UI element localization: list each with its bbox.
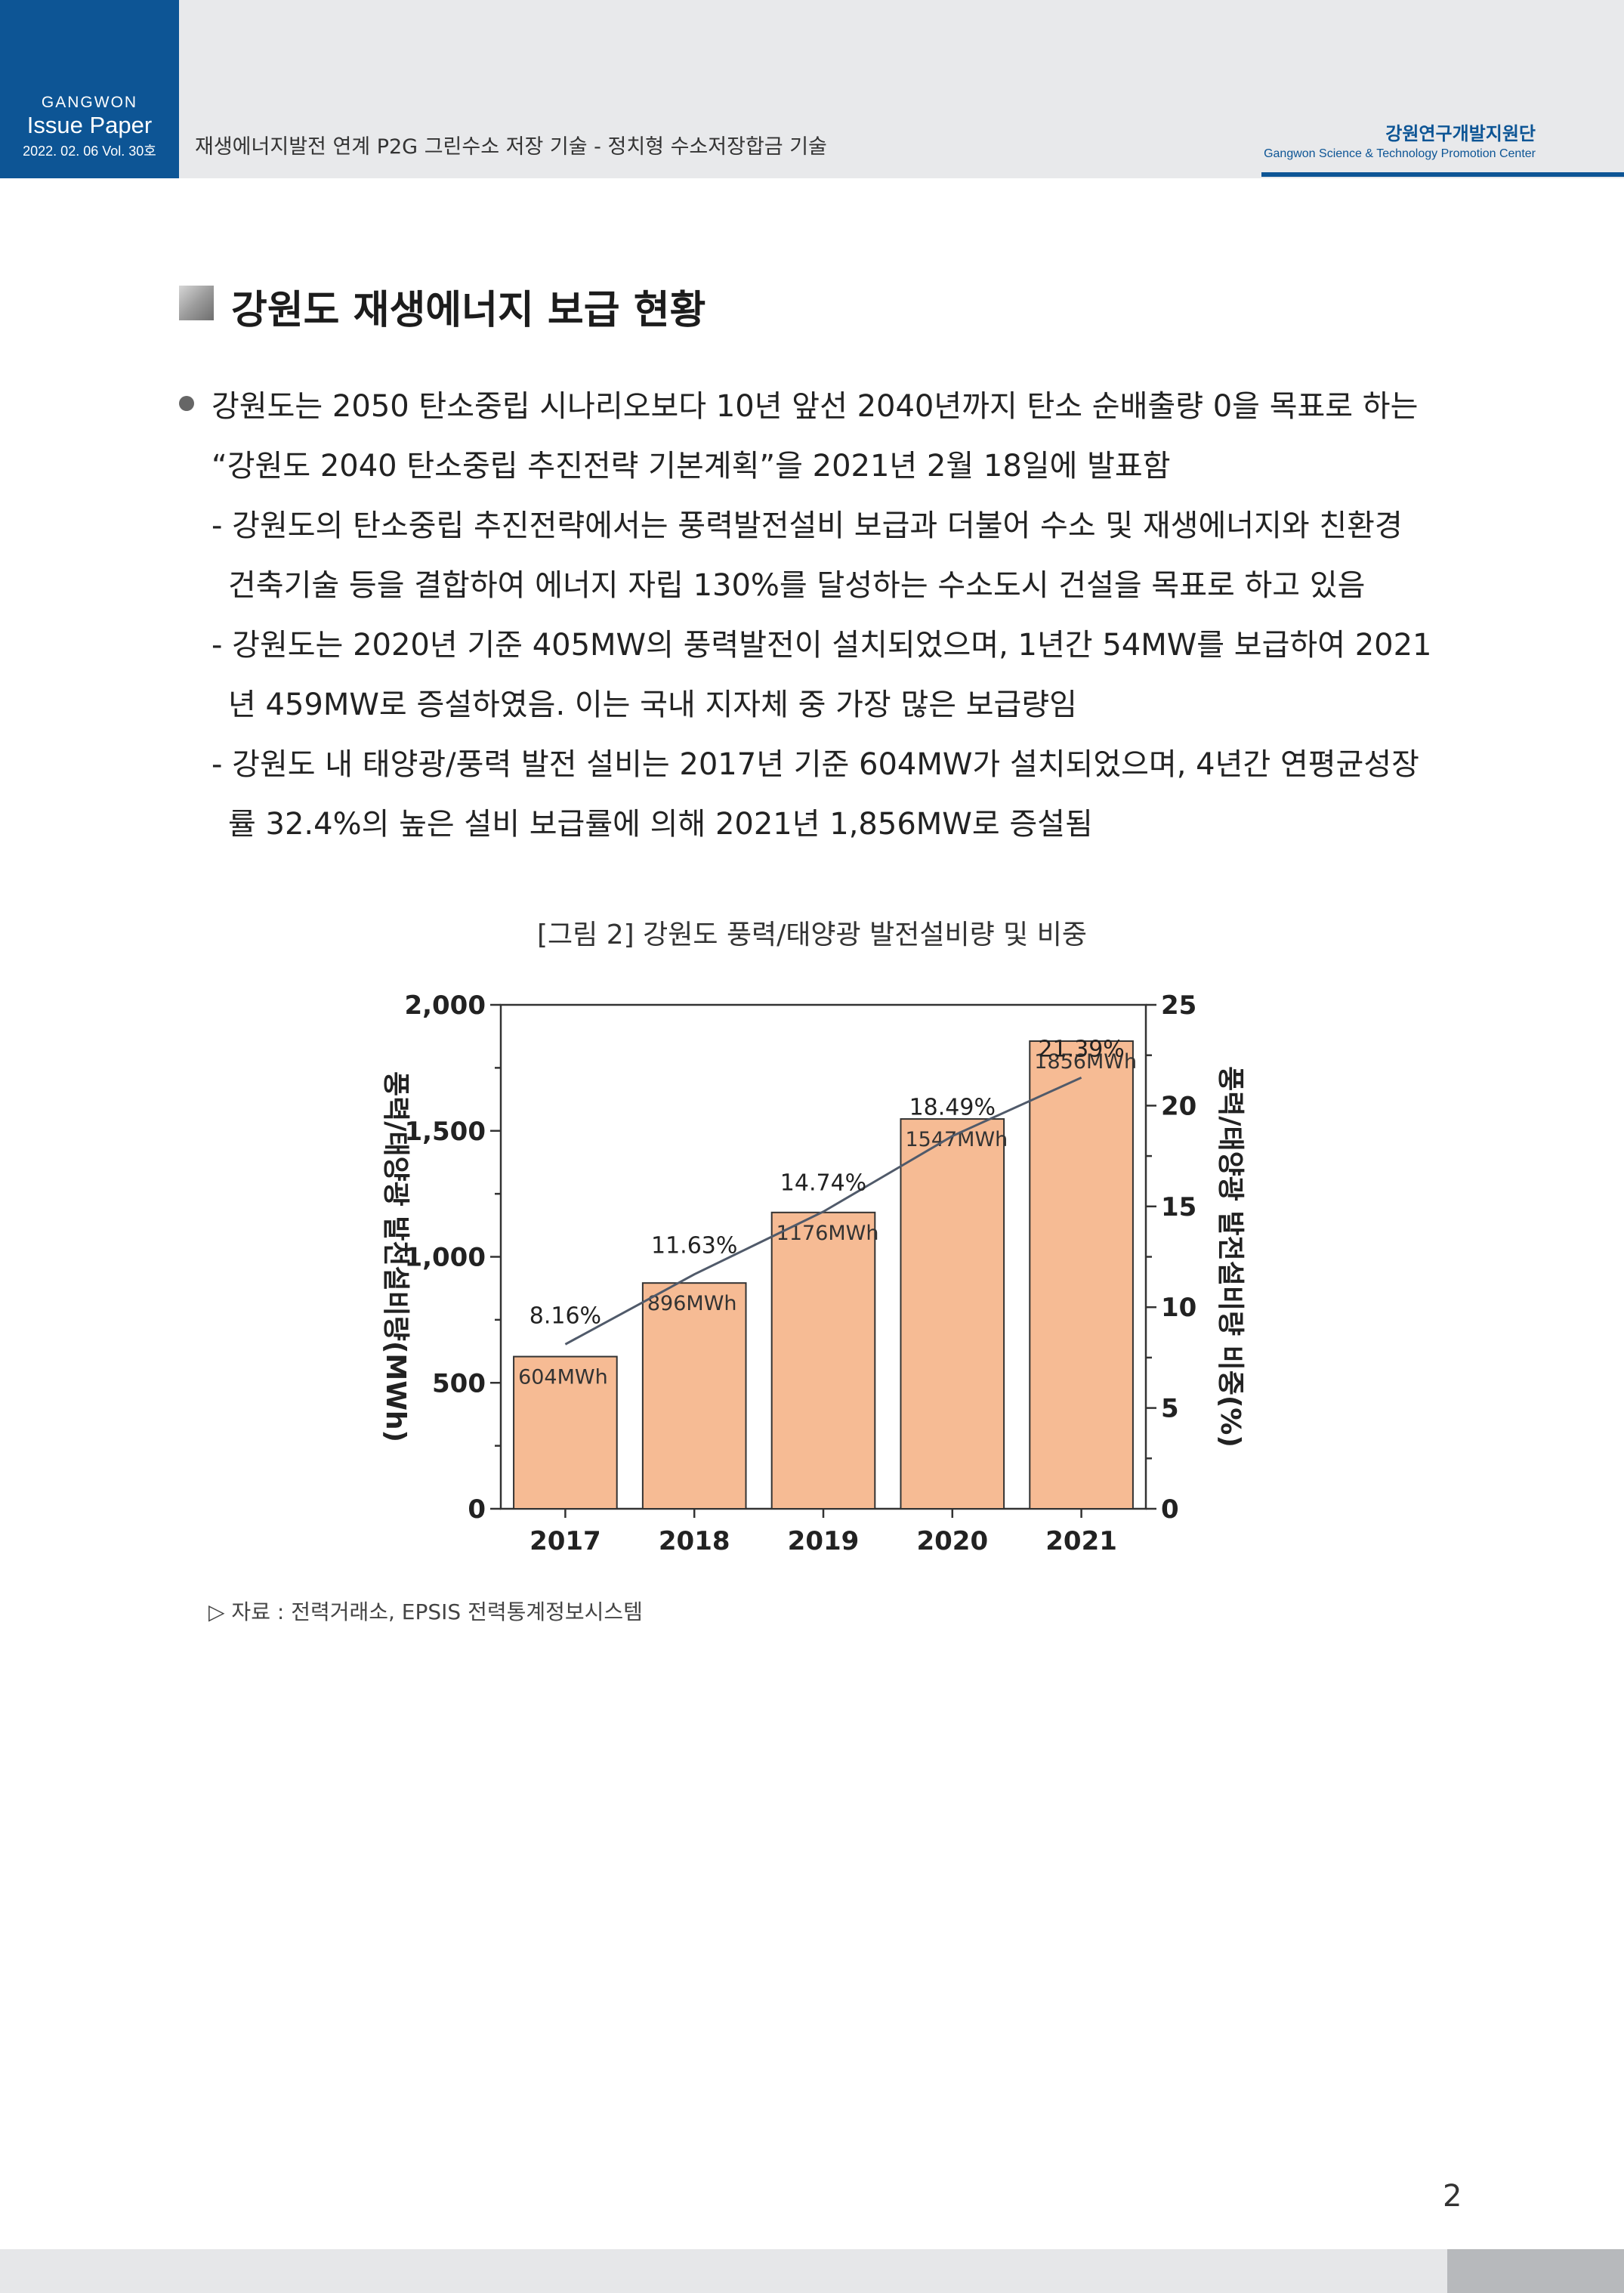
brand-logo: GANGWON Issue Paper 2022. 02. 06 Vol. 30… <box>0 0 179 178</box>
issue-date: 2022. 02. 06 Vol. 30호 <box>23 144 156 159</box>
bullet-text-line-1: 강원도는 2050 탄소중립 시나리오보다 10년 앞선 2040년까지 탄소 … <box>211 389 1419 424</box>
bar <box>900 1118 1005 1510</box>
figure-caption: [그림 2] 강원도 풍력/태양광 발전설비량 및 비중 <box>537 919 1087 950</box>
chart-svg: 0 500 1,000 1,500 2,000 0 5 10 15 20 25 604MWh 2017 8… <box>380 990 1246 1556</box>
y2-tick-label: 0 <box>1161 1494 1179 1525</box>
document-title: 재생에너지발전 연계 P2G 그린수소 저장 기술 - 정치형 수소저장합금 기… <box>195 135 827 159</box>
bar <box>513 1355 618 1510</box>
share-trend-line <box>564 1076 1082 1346</box>
y-tick-label: 1,000 <box>404 1243 486 1273</box>
page-header: GANGWON Issue Paper 2022. 02. 06 Vol. 30… <box>0 0 1624 178</box>
bar-value-label: 604MWh <box>518 1366 608 1389</box>
bullet-text-line-2: “강원도 2040 탄소중립 추진전략 기본계획”을 2021년 2월 18일에… <box>211 449 1171 484</box>
y2-axis-title: 풍력/태양광 발전설비량 비중(%) <box>1215 1066 1246 1448</box>
bar <box>641 1282 747 1510</box>
y-tick-label: 0 <box>468 1494 486 1525</box>
footer-accent <box>1447 2249 1624 2293</box>
x-tick-label: 2018 <box>659 1526 730 1556</box>
y-tick-label: 2,000 <box>404 990 486 1021</box>
x-tick-label: 2021 <box>1045 1526 1117 1556</box>
figure-source: ▷ 자료 : 전력거래소, EPSIS 전력통계정보시스템 <box>208 1599 643 1624</box>
y2-tick-label: 25 <box>1161 990 1196 1021</box>
bar-value-label: 1176MWh <box>776 1222 879 1245</box>
bar-line-chart: 0 500 1,000 1,500 2,000 0 5 10 15 20 25 604MWh 2017 8… <box>355 975 1277 1564</box>
x-tick-label: 2020 <box>916 1526 988 1556</box>
bar <box>1029 1040 1134 1510</box>
footer-bar <box>0 2249 1624 2293</box>
y2-tick-label: 5 <box>1161 1394 1179 1424</box>
share-percent-label: 8.16% <box>529 1303 601 1329</box>
brand-title: Issue Paper <box>26 112 153 138</box>
section-title: 강원도 재생에너지 보급 현황 <box>231 288 706 333</box>
y-tick-label: 500 <box>432 1368 486 1398</box>
y-tick-label: 1,500 <box>404 1117 486 1147</box>
sub-item-1-line-2: 건축기술 등을 결합하여 에너지 자립 130%를 달성하는 수소도시 건설을 … <box>228 568 1366 603</box>
share-percent-label: 11.63% <box>651 1233 737 1259</box>
sub-item-3-line-1: - 강원도 내 태양광/풍력 발전 설비는 2017년 기준 604MW가 설치… <box>211 747 1419 782</box>
sub-item-2-line-2: 년 459MW로 증설하였음. 이는 국내 지자체 중 가장 많은 보급량임 <box>228 688 1077 722</box>
y-axis-title: 풍력/태양광 발전설비량(MWh) <box>380 1071 411 1442</box>
share-percent-label: 21.39% <box>1038 1036 1124 1062</box>
share-percent-label: 18.49% <box>909 1095 996 1121</box>
sub-item-3-line-2: 률 32.4%의 높은 설비 보급률에 의해 2021년 1,856MW로 증설… <box>228 807 1093 842</box>
x-tick-label: 2019 <box>788 1526 860 1556</box>
bar-value-label: 1547MWh <box>905 1128 1008 1151</box>
organization-name-korean: 강원연구개발지원단 <box>1385 123 1536 144</box>
sub-item-1-line-1: - 강원도의 탄소중립 추진전략에서는 풍력발전설비 보급과 더불어 수소 및 … <box>211 508 1403 543</box>
brand-subtitle: GANGWON <box>41 94 138 111</box>
organization-name-english: Gangwon Science & Technology Promotion C… <box>1264 147 1536 160</box>
y2-tick-label: 10 <box>1161 1293 1196 1323</box>
section-square-icon <box>179 286 214 320</box>
bar-value-label: 1856MWh <box>1034 1050 1137 1074</box>
sub-item-2-line-1: - 강원도는 2020년 기준 405MW의 풍력발전이 설치되었으며, 1년간… <box>211 628 1432 663</box>
bar <box>770 1211 876 1510</box>
page-number: 2 <box>1443 2179 1462 2214</box>
x-tick-label: 2017 <box>529 1526 601 1556</box>
y2-tick-label: 20 <box>1161 1091 1196 1121</box>
header-accent-line <box>1261 172 1624 177</box>
share-percent-label: 14.74% <box>780 1170 866 1197</box>
y2-tick-label: 15 <box>1161 1192 1196 1222</box>
bar-value-label: 896MWh <box>647 1292 737 1315</box>
bullet-dot-icon <box>179 396 194 411</box>
